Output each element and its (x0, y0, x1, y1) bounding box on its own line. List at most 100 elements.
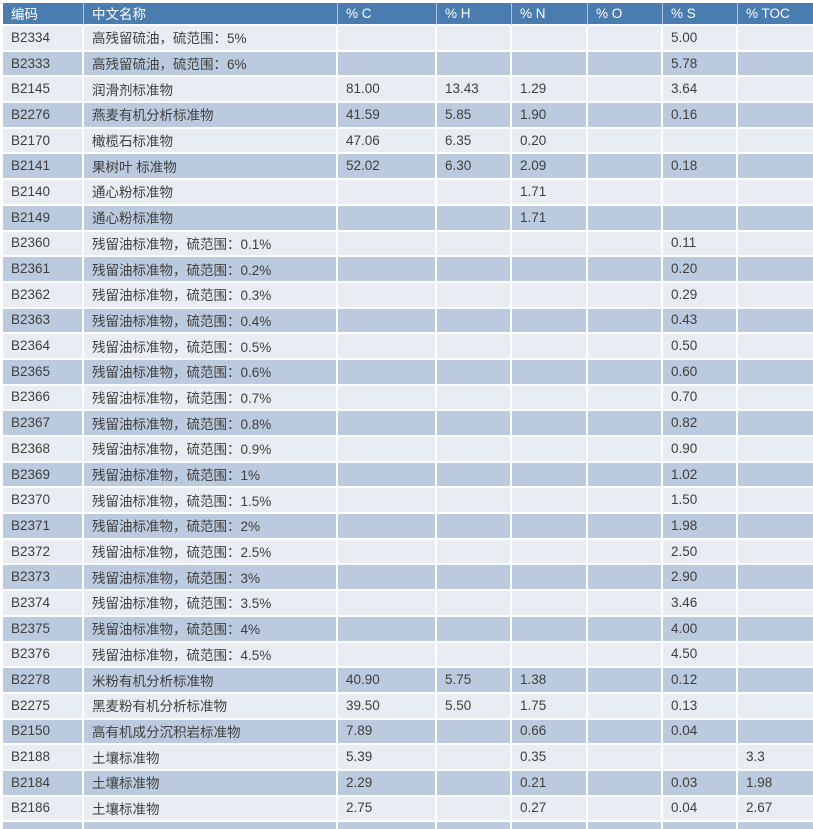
cell-n: 0.35 (512, 745, 588, 771)
cell-o (588, 359, 663, 386)
cell-h (437, 257, 512, 283)
cell-code: B2278 (3, 668, 84, 694)
column-header-s: % S (663, 3, 738, 26)
cell-toc (738, 180, 813, 206)
cell-n: 1.38 (512, 668, 588, 694)
cell-h (437, 437, 512, 463)
cell-c: 81.00 (338, 77, 437, 104)
cell-o (588, 26, 663, 52)
cell-toc: 3.3 (738, 745, 813, 771)
cell-s: 0.13 (663, 693, 738, 720)
cell-n (512, 359, 588, 386)
cell-s: 1.02 (663, 462, 738, 489)
cell-code: B2149 (3, 205, 84, 232)
table-row: B2141 果树叶 标准物 52.02 6.30 2.09 0.18 (3, 154, 813, 181)
table-row: B2361 残留油标准物，硫范围：0.2% 0.20 (3, 257, 813, 283)
cell-n: 0.21 (512, 770, 588, 797)
cell-code: B2145 (3, 77, 84, 104)
cell-code: B2372 (3, 539, 84, 566)
cell-h (437, 205, 512, 232)
cell-n (512, 308, 588, 335)
cell-n (512, 565, 588, 592)
cell-s: 0.16 (663, 103, 738, 129)
table-row: B2363 残留油标准物，硫范围：0.4% 0.43 (3, 308, 813, 335)
cell-toc (738, 591, 813, 617)
cell-o (588, 205, 663, 232)
table-row: B2362 残留油标准物，硫范围：0.3% 0.29 (3, 282, 813, 309)
cell-toc (738, 462, 813, 489)
cell-n (512, 591, 588, 617)
table-header: 编码 中文名称 % C % H % N % O % S % TOC (3, 3, 813, 26)
cell-code: B2368 (3, 437, 84, 463)
table-row: B2368 残留油标准物，硫范围：0.9% 0.90 (3, 437, 813, 463)
cell-name: 果树叶 标准物 (84, 154, 338, 181)
cell-c (338, 642, 437, 669)
elemental-standards-table: 编码 中文名称 % C % H % N % O % S % TOC B2334 … (3, 3, 813, 829)
cell-toc: 2.67 (738, 796, 813, 823)
cell-name: 残留油标准物，硫范围：0.7% (84, 385, 338, 412)
cell-o (588, 103, 663, 129)
cell-c (338, 308, 437, 335)
cell-o (588, 411, 663, 437)
cell-n (512, 282, 588, 309)
cell-name: 土壤标准物 (84, 770, 338, 797)
cell-s: 4.50 (663, 642, 738, 669)
cell-h (437, 359, 512, 386)
cell-toc (738, 719, 813, 746)
cell-h: 5.75 (437, 668, 512, 694)
cell-o (588, 282, 663, 309)
cell-o (588, 128, 663, 155)
cell-s: 1.50 (663, 488, 738, 515)
cell-n (512, 488, 588, 515)
cell-h (437, 180, 512, 206)
cell-n (512, 822, 588, 829)
cell-name: 高残留硫油，硫范围：6% (84, 51, 338, 78)
cell-n: 0.20 (512, 128, 588, 155)
cell-s: 0.04 (663, 796, 738, 823)
cell-code: B2141 (3, 154, 84, 181)
cell-c (338, 385, 437, 412)
cell-c: 39.50 (338, 693, 437, 720)
cell-toc (738, 154, 813, 181)
cell-s: 0.70 (663, 385, 738, 412)
table-row-partial (3, 822, 813, 829)
cell-toc (738, 308, 813, 335)
table-row: B2364 残留油标准物，硫范围：0.5% 0.50 (3, 334, 813, 360)
cell-n: 1.71 (512, 205, 588, 232)
cell-code: B2150 (3, 719, 84, 746)
cell-c (338, 565, 437, 592)
cell-c (338, 411, 437, 437)
cell-c (338, 205, 437, 232)
cell-toc (738, 437, 813, 463)
cell-o (588, 462, 663, 489)
cell-s: 0.18 (663, 154, 738, 181)
cell-name: 残留油标准物，硫范围：0.8% (84, 411, 338, 437)
cell-s: 2.90 (663, 565, 738, 592)
cell-code: B2275 (3, 693, 84, 720)
cell-toc (738, 411, 813, 437)
cell-h (437, 770, 512, 797)
cell-name: 残留油标准物，硫范围：0.2% (84, 257, 338, 283)
cell-h (437, 308, 512, 335)
cell-n (512, 616, 588, 643)
cell-c (338, 334, 437, 360)
cell-code: B2366 (3, 385, 84, 412)
table-row: B2188 土壤标准物 5.39 0.35 3.3 (3, 745, 813, 771)
column-header-n: % N (512, 3, 588, 26)
column-header-c: % C (338, 3, 437, 26)
table-row: B2376 残留油标准物，硫范围：4.5% 4.50 (3, 642, 813, 669)
cell-s: 0.29 (663, 282, 738, 309)
cell-code: B2363 (3, 308, 84, 335)
cell-toc (738, 334, 813, 360)
cell-n (512, 26, 588, 52)
cell-name (84, 822, 338, 829)
cell-h: 6.35 (437, 128, 512, 155)
cell-c (338, 51, 437, 78)
cell-code: B2374 (3, 591, 84, 617)
cell-code: B2365 (3, 359, 84, 386)
cell-o (588, 668, 663, 694)
cell-c (338, 180, 437, 206)
cell-name: 高残留硫油，硫范围：5% (84, 26, 338, 52)
cell-h (437, 334, 512, 360)
cell-name: 燕麦有机分析标准物 (84, 103, 338, 129)
